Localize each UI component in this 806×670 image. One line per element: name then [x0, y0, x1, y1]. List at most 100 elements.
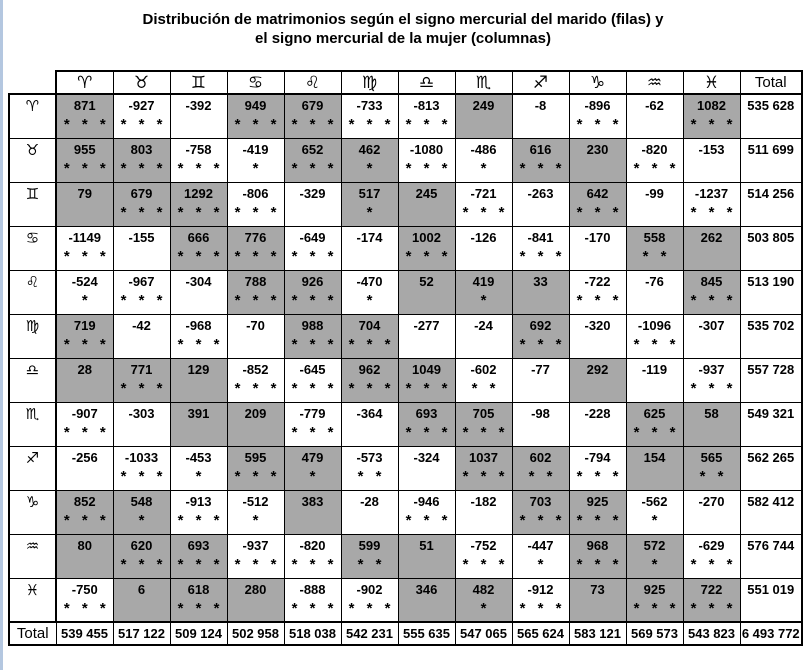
- cell-libra-scorpio: -602 * *: [454, 357, 513, 403]
- cell-aquarius-aries: 80: [55, 533, 114, 579]
- cell-value: -913: [185, 493, 212, 509]
- cell-value: -806: [242, 185, 269, 201]
- cell-leo-aries: -524 *: [55, 269, 114, 315]
- cell-value: 383: [301, 493, 324, 509]
- cell-value: 230: [586, 141, 609, 157]
- significance-stars: * * *: [177, 203, 224, 221]
- significance-stars: * * *: [633, 335, 680, 353]
- significance-stars: * *: [528, 467, 557, 485]
- col-header-scorpio: ♏: [454, 70, 513, 95]
- cell-value: 962: [358, 361, 381, 377]
- cell-virgo-aries: 719 * * *: [55, 313, 114, 359]
- significance-stars: *: [252, 159, 263, 177]
- cell-gemini-sagittarius: -263: [511, 181, 570, 227]
- cell-value: 693: [187, 537, 210, 553]
- cell-value: -750: [71, 581, 98, 597]
- cell-value: -98: [531, 405, 550, 421]
- cell-gemini-libra: 245: [397, 181, 456, 227]
- row-header-leo: ♌: [8, 269, 57, 315]
- significance-stars: * * *: [291, 291, 338, 309]
- cell-libra-pisces: -937 * * *: [682, 357, 741, 403]
- significance-stars: * * *: [291, 247, 338, 265]
- table-row-aquarius: ♒ 80 620 * * * 693 * * * -937 * * * -820 * * * 599…: [8, 533, 803, 579]
- cell-pisces-libra: 346: [397, 577, 456, 623]
- cell-virgo-taurus: -42: [112, 313, 171, 359]
- significance-stars: *: [366, 203, 377, 221]
- cell-aquarius-pisces: -629 * * *: [682, 533, 741, 579]
- significance-stars: *: [366, 291, 377, 309]
- cell-capricorn-scorpio: -182: [454, 489, 513, 535]
- cell-libra-libra: 1049 * * *: [397, 357, 456, 403]
- row-header-aquarius: ♒: [8, 533, 57, 579]
- cell-sagittarius-aries: -256: [55, 445, 114, 491]
- significance-stars: *: [138, 511, 149, 529]
- row-total-aries: 535 628: [739, 93, 803, 139]
- cell-value: 618: [187, 581, 210, 597]
- col-total-aries: 539 455: [55, 621, 114, 646]
- significance-stars: * * *: [576, 555, 623, 573]
- cell-value: -721: [470, 185, 497, 201]
- cell-value: -228: [584, 405, 611, 421]
- significance-stars: * * *: [234, 291, 281, 309]
- cell-sagittarius-aquarius: 154: [625, 445, 684, 491]
- cell-taurus-pisces: -153: [682, 137, 741, 183]
- cell-pisces-scorpio: 482 *: [454, 577, 513, 623]
- cell-value: -722: [584, 273, 611, 289]
- significance-stars: *: [480, 599, 491, 617]
- cell-value: 262: [700, 229, 723, 245]
- cell-capricorn-taurus: 548 *: [112, 489, 171, 535]
- significance-stars: *: [309, 467, 320, 485]
- cell-scorpio-libra: 693 * * *: [397, 401, 456, 447]
- col-total-cancer: 502 958: [226, 621, 285, 646]
- marriage-distribution-table: ♈ ♉ ♊ ♋ ♌ ♍ ♎ ♏ ♐ ♑ ♒ ♓ Total ♈ 871 * * * -927 * * * -392…: [8, 70, 803, 646]
- significance-stars: * * *: [519, 599, 566, 617]
- cell-aries-scorpio: 249: [454, 93, 513, 139]
- col-header-aquarius: ♒: [625, 70, 684, 95]
- cell-value: -453: [185, 449, 212, 465]
- cell-virgo-capricorn: -320: [568, 313, 627, 359]
- cell-pisces-aquarius: 925 * * *: [625, 577, 684, 623]
- cell-value: -1033: [124, 449, 159, 465]
- table-row-sagittarius: ♐ -256 -1033 * * * -453 * 595 * * * 479 * -573 * * -…: [8, 445, 803, 491]
- cell-value: -155: [128, 229, 155, 245]
- cell-aquarius-virgo: 599 * *: [340, 533, 399, 579]
- significance-stars: * * *: [177, 511, 224, 529]
- cell-value: 788: [244, 273, 267, 289]
- significance-stars: * * *: [291, 555, 338, 573]
- cell-value: 1049: [412, 361, 441, 377]
- totals-row: Total 539 455 517 122 509 124 502 958 518 03…: [8, 621, 803, 646]
- cell-scorpio-cancer: 209: [226, 401, 285, 447]
- window-edge-strip: [0, 0, 3, 670]
- cell-libra-cancer: -852 * * *: [226, 357, 285, 403]
- significance-stars: * * *: [291, 599, 338, 617]
- significance-stars: * * *: [291, 335, 338, 353]
- cell-value: -182: [470, 493, 497, 509]
- cell-value: 249: [472, 98, 495, 113]
- cell-sagittarius-gemini: -453 *: [169, 445, 228, 491]
- cell-sagittarius-pisces: 565 * *: [682, 445, 741, 491]
- cell-aquarius-aquarius: 572 *: [625, 533, 684, 579]
- col-total-capricorn: 583 121: [568, 621, 627, 646]
- cell-value: -70: [246, 317, 265, 333]
- cell-value: 462: [358, 141, 381, 157]
- cell-value: 51: [419, 537, 434, 553]
- row-total-sagittarius: 562 265: [739, 445, 803, 491]
- significance-stars: * * *: [63, 159, 110, 177]
- cell-value: 58: [704, 405, 719, 421]
- cell-leo-taurus: -967 * * *: [112, 269, 171, 315]
- cell-libra-capricorn: 292: [568, 357, 627, 403]
- col-total-virgo: 542 231: [340, 621, 399, 646]
- cell-value: 6: [137, 581, 146, 597]
- col-total-scorpio: 547 065: [454, 621, 513, 646]
- cell-sagittarius-cancer: 595 * * *: [226, 445, 285, 491]
- cell-value: 292: [586, 361, 609, 377]
- cell-value: 1082: [697, 98, 726, 113]
- cell-value: -1096: [637, 317, 672, 333]
- significance-stars: * * *: [120, 467, 167, 485]
- cell-aquarius-scorpio: -752 * * *: [454, 533, 513, 579]
- cell-libra-taurus: 771 * * *: [112, 357, 171, 403]
- cell-taurus-cancer: -419 *: [226, 137, 285, 183]
- cell-scorpio-aries: -907 * * *: [55, 401, 114, 447]
- cell-value: -512: [242, 493, 269, 509]
- cell-aries-pisces: 1082 * * *: [682, 93, 741, 139]
